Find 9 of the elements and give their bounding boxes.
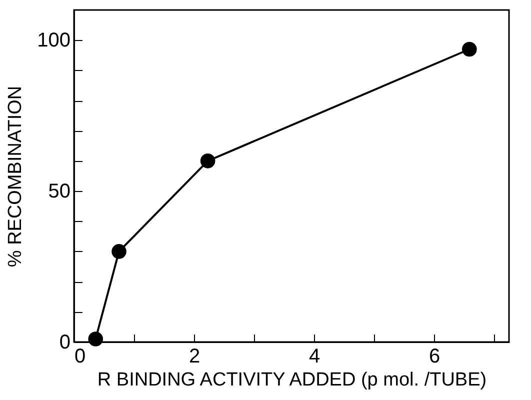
y-tick-label: 50 [48, 180, 70, 203]
x-axis-title: R BINDING ACTIVITY ADDED (p mol. /TUBE) [97, 370, 487, 390]
x-tick-label: 0 [74, 346, 86, 368]
x-tick-label: 4 [308, 346, 320, 368]
x-tick-label: 6 [428, 346, 440, 368]
y-tick-label: 0 [59, 332, 70, 354]
x-tick-label: 2 [188, 346, 200, 368]
y-tick-label: 100 [37, 30, 70, 52]
y-axis-title: % RECOMBINATION [5, 86, 26, 268]
